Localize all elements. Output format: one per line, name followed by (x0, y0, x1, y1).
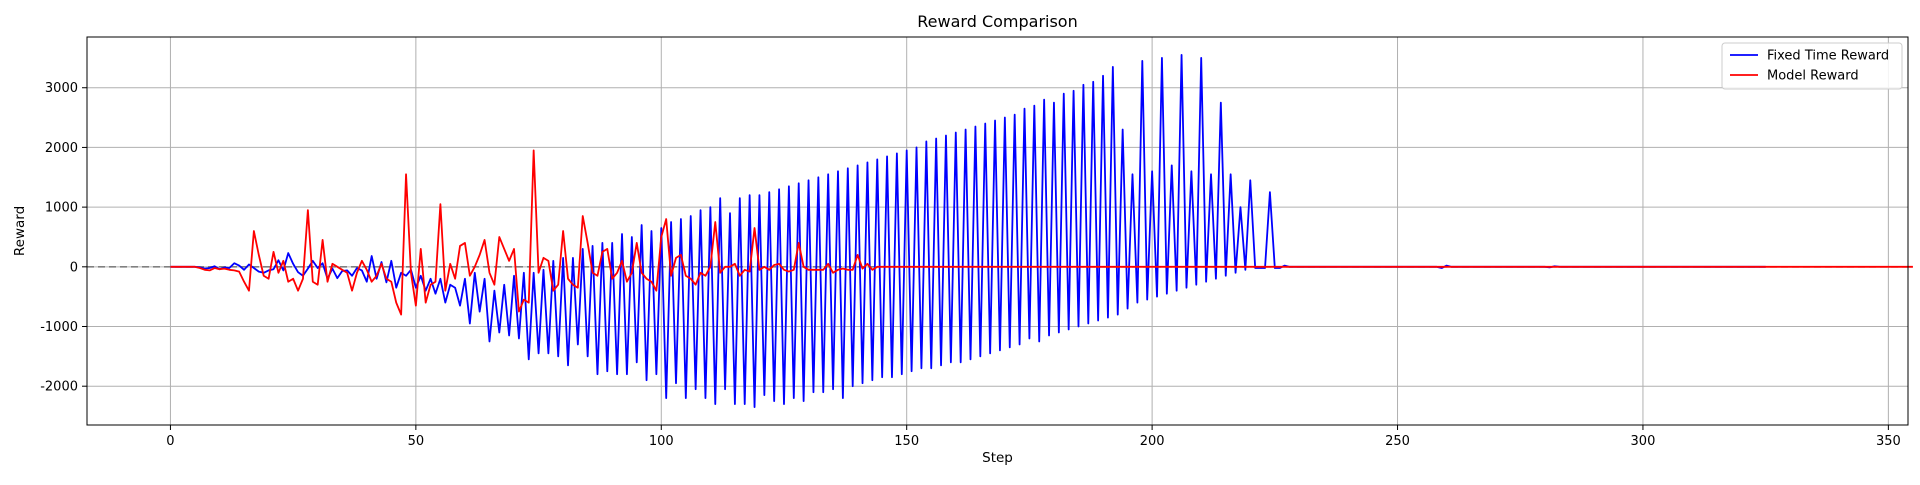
y-tick-label: 0 (70, 260, 78, 275)
series-lines (170, 54, 1913, 408)
legend-box (1721, 42, 1903, 90)
x-tick-label: 0 (166, 434, 174, 449)
y-tick-label: -1000 (40, 320, 78, 335)
x-tick-label: 200 (1140, 434, 1165, 449)
x-axis-label: Step (982, 450, 1013, 466)
y-tick-label: -2000 (40, 380, 78, 395)
legend-label: Model Reward (1767, 69, 1859, 84)
y-tick-label: 2000 (45, 141, 78, 156)
x-tick-label: 300 (1631, 434, 1656, 449)
y-axis-label: Reward (12, 206, 28, 256)
y-tick-label: 3000 (45, 81, 78, 96)
legend-label: Fixed Time Reward (1767, 49, 1889, 64)
chart-title: Reward Comparison (917, 12, 1077, 31)
model-reward-line (170, 149, 1913, 316)
x-tick-label: 250 (1385, 434, 1410, 449)
legend: Fixed Time Reward Model Reward (1721, 42, 1903, 90)
x-tick-label: 350 (1876, 434, 1901, 449)
x-axis-ticks: 0 50 100 150 200 250 300 350 (166, 425, 1901, 449)
plot-area-frame (86, 36, 1909, 426)
x-tick-label: 50 (408, 434, 425, 449)
y-tick-label: 1000 (45, 201, 78, 216)
x-tick-label: 100 (649, 434, 674, 449)
y-axis-ticks: -2000 -1000 0 1000 2000 3000 (40, 81, 87, 395)
x-tick-label: 150 (894, 434, 919, 449)
